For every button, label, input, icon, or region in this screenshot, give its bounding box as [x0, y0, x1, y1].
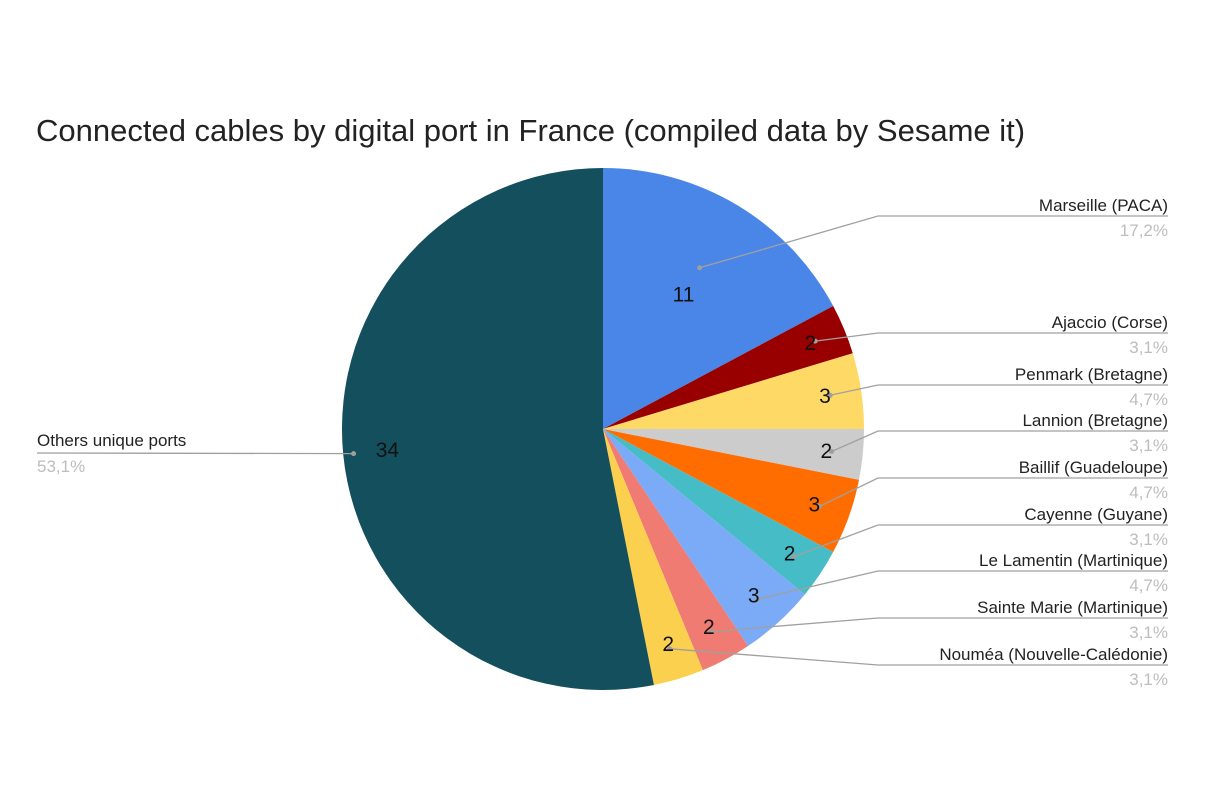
leader-line-penmark-bretagne — [830, 384, 1168, 396]
slice-name-ajaccio-corse: Ajaccio (Corse) — [1052, 313, 1168, 332]
leader-line-noumea-nouvelle-caledonie — [669, 648, 1168, 666]
value-labels: 11 2 3 2 3 2 3 2 2 34 — [376, 284, 833, 656]
value-label-baillif-guadeloupe: 3 — [808, 494, 820, 517]
value-label-penmark-bretagne: 3 — [819, 385, 831, 408]
leader-line-marseille-paca — [699, 215, 1168, 269]
slice-name-baillif-guadeloupe: Baillif (Guadeloupe) — [1019, 458, 1168, 477]
pie-slice-le-lamentin-martinique — [603, 429, 805, 647]
value-label-cayenne-guyane: 2 — [784, 543, 796, 566]
slice-name-penmark-bretagne: Penmark (Bretagne) — [1015, 365, 1168, 384]
pie-slice-others-unique-ports — [341, 168, 654, 690]
leader-line-ajaccio-corse — [815, 332, 1168, 342]
pie-slice-penmark-bretagne — [603, 353, 864, 429]
slice-percent-ajaccio-corse: 3,1% — [1129, 338, 1168, 357]
leader-lines — [36, 215, 1168, 666]
value-label-lannion-bretagne: 2 — [821, 440, 833, 463]
value-label-others-unique-ports: 34 — [376, 439, 400, 462]
slice-name-marseille-paca: Marseille (PACA) — [1039, 196, 1168, 215]
leader-line-sainte-marie-martinique — [711, 617, 1168, 633]
pie-slice-lannion-bretagne — [603, 429, 864, 480]
slice-percent-marseille-paca: 17,2% — [1120, 221, 1168, 240]
value-label-noumea-nouvelle-caledonie: 2 — [662, 633, 674, 656]
slice-name-others-unique-ports: Others unique ports — [37, 431, 186, 450]
leader-line-baillif-guadeloupe — [819, 477, 1168, 507]
slice-percent-lannion-bretagne: 3,1% — [1129, 436, 1168, 455]
value-label-sainte-marie-martinique: 2 — [703, 616, 715, 639]
value-label-marseille-paca: 11 — [673, 284, 695, 307]
chart-title: Connected cables by digital port in Fran… — [36, 113, 1025, 148]
slice-percent-noumea-nouvelle-caledonie: 3,1% — [1129, 670, 1168, 689]
leader-line-le-lamentin-martinique — [757, 570, 1168, 600]
pie-slice-cayenne-guyane — [603, 429, 834, 595]
leader-line-lannion-bretagne — [831, 430, 1168, 453]
value-label-ajaccio-corse: 2 — [805, 332, 817, 355]
pie-slice-baillif-guadeloupe — [603, 429, 859, 553]
leader-line-others-unique-ports — [36, 452, 354, 455]
pie-slices — [341, 168, 864, 690]
slice-name-lannion-bretagne: Lannion (Bretagne) — [1022, 411, 1168, 430]
slice-percent-baillif-guadeloupe: 4,7% — [1129, 483, 1168, 502]
pie-slice-marseille-paca — [603, 168, 834, 429]
slice-name-cayenne-guyane: Cayenne (Guyane) — [1024, 505, 1168, 524]
slice-name-le-lamentin-martinique: Le Lamentin (Martinique) — [979, 551, 1168, 570]
slice-name-sainte-marie-martinique: Sainte Marie (Martinique) — [977, 598, 1168, 617]
slice-labels: Marseille (PACA) 17,2% Ajaccio (Corse) 3,1%… — [37, 196, 1168, 689]
slice-percent-le-lamentin-martinique: 4,7% — [1129, 576, 1168, 595]
leader-line-cayenne-guyane — [793, 524, 1168, 558]
pie-slice-ajaccio-corse — [603, 305, 853, 429]
slice-percent-sainte-marie-martinique: 3,1% — [1129, 623, 1168, 642]
slice-percent-cayenne-guyane: 3,1% — [1129, 530, 1168, 549]
value-label-le-lamentin-martinique: 3 — [748, 584, 760, 607]
slice-percent-others-unique-ports: 53,1% — [37, 457, 85, 476]
slice-name-noumea-nouvelle-caledonie: Nouméa (Nouvelle-Calédonie) — [939, 645, 1168, 664]
slice-percent-penmark-bretagne: 4,7% — [1129, 390, 1168, 409]
pie-slice-sainte-marie-martinique — [603, 429, 748, 671]
pie-slice-noumea-nouvelle-caledonie — [603, 429, 703, 685]
